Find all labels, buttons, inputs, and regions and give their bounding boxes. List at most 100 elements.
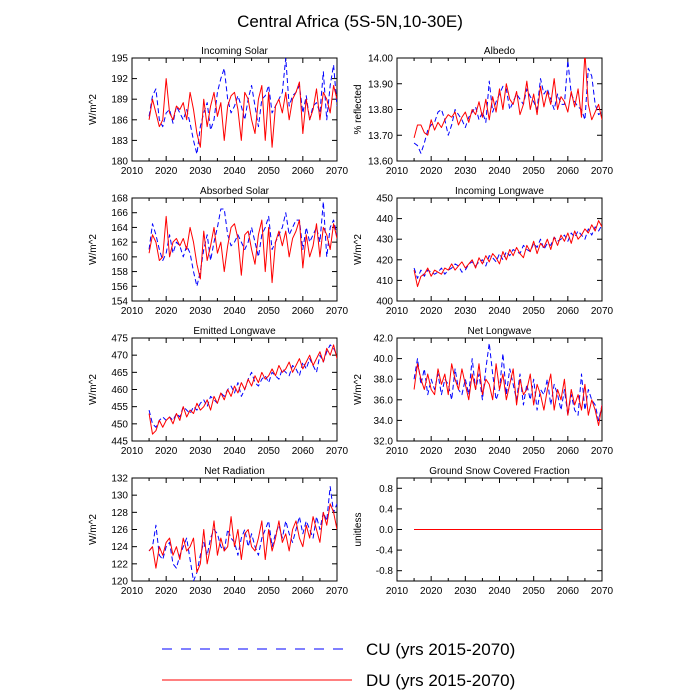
x-tick-label: 2030 [189,306,212,317]
y-tick-label: 475 [111,334,128,345]
legend-label-du: DU (yrs 2015-2070) [366,671,515,690]
x-tick-label: 2060 [292,306,315,317]
y-tick-label: 186 [111,115,128,126]
y-tick-label: 160 [111,252,128,263]
y-tick-label: 450 [111,419,128,430]
x-tick-label: 2030 [454,306,477,317]
y-tick-label: 168 [111,194,128,205]
x-tick-label: 2020 [155,586,178,597]
panel-ground-snow-covered-fraction: Ground Snow Covered Fraction unitless 2010… [353,466,614,597]
y-tick-label: 410 [376,276,393,287]
y-tick-label: 0.0 [379,525,393,536]
x-tick-label: 2040 [223,306,246,317]
panel-absorbed-solar: Absorbed Solar W/m^2 2010 2020 2030 2040 2050 2… [88,186,349,317]
y-tick-label: 120 [111,577,128,588]
panel-net-radiation: Net Radiation W/m^2 2010 2020 2030 2040 2050 20… [88,466,349,597]
x-tick-label: 2030 [189,586,212,597]
series-line-du [148,344,337,435]
series-line-cu [148,201,337,287]
series-line-du [413,58,602,138]
x-tick-label: 2070 [591,166,614,177]
panel-albedo: Albedo % reflected 2010 2020 2030 2040 2050 206… [353,46,614,177]
panel-title: Net Radiation [204,466,265,477]
plot-frame [396,197,603,302]
x-tick-label: 2010 [386,166,409,177]
x-tick-label: 2050 [523,166,546,177]
x-tick-label: 2050 [258,446,281,457]
x-tick-label: 2050 [258,586,281,597]
y-tick-label: 126 [111,525,128,536]
y-tick-label: 420 [376,255,393,266]
y-tick-label: 455 [111,402,128,413]
y-tick-label: 162 [111,238,128,249]
y-tick-label: 156 [111,282,128,293]
x-tick-label: 2040 [488,166,511,177]
panel-net-longwave: Net Longwave W/m^2 2010 2020 2030 2040 2050 206… [353,326,614,457]
x-tick-label: 2030 [454,446,477,457]
y-tick-label: 164 [111,223,128,234]
y-axis-label: W/m^2 [88,514,99,545]
x-tick-label: 2010 [386,586,409,597]
series-line-cu [148,58,337,155]
x-tick-label: 2010 [386,306,409,317]
x-tick-label: 2070 [591,446,614,457]
plot-frame [131,477,338,582]
panel-title: Incoming Solar [201,46,268,57]
y-tick-label: 40.0 [374,354,394,365]
series-line-cu [413,60,602,154]
x-tick-label: 2050 [523,586,546,597]
y-tick-label: 440 [376,214,393,225]
y-tick-label: 124 [111,542,128,553]
y-axis-label: W/m^2 [88,234,99,265]
y-tick-label: 36.0 [374,395,394,406]
y-tick-label: 34.0 [374,416,394,427]
x-tick-label: 2050 [258,166,281,177]
x-tick-label: 2060 [292,586,315,597]
x-tick-label: 2060 [557,166,580,177]
figure-title: Central Africa (5S-5N,10-30E) [237,12,463,31]
x-tick-label: 2060 [292,166,315,177]
y-tick-label: 154 [111,297,128,308]
y-tick-label: 430 [376,235,393,246]
x-tick-label: 2040 [223,166,246,177]
y-tick-label: 166 [111,208,128,219]
x-tick-label: 2040 [223,586,246,597]
series-line-du [148,215,337,284]
x-tick-label: 2020 [420,446,443,457]
y-tick-label: 450 [376,194,393,205]
y-tick-label: 0.8 [379,484,393,495]
y-tick-label: 460 [111,385,128,396]
x-tick-label: 2010 [121,586,144,597]
y-axis-label: W/m^2 [88,94,99,125]
legend-label-cu: CU (yrs 2015-2070) [366,640,515,659]
panel-incoming-longwave: Incoming Longwave W/m^2 2010 2020 2030 2040 20… [353,186,614,317]
x-tick-label: 2030 [454,586,477,597]
x-tick-label: 2020 [420,306,443,317]
y-tick-label: 0.4 [379,504,393,515]
y-tick-label: 192 [111,74,128,85]
y-tick-label: 122 [111,559,128,570]
y-tick-label: 32.0 [374,437,394,448]
x-tick-label: 2050 [258,306,281,317]
panel-title: Emitted Longwave [193,326,276,337]
series-line-cu [148,344,337,428]
y-tick-label: 465 [111,368,128,379]
plot-frame [131,57,338,162]
x-tick-label: 2060 [557,446,580,457]
y-tick-label: 13.60 [368,157,393,168]
panel-title: Net Longwave [468,326,532,337]
panel-incoming-solar: Incoming Solar W/m^2 2010 2020 2030 2040 2050 2… [88,46,349,177]
y-tick-label: 180 [111,157,128,168]
series-line-du [148,78,337,148]
x-tick-label: 2030 [189,446,212,457]
x-tick-label: 2020 [155,306,178,317]
x-tick-label: 2040 [488,446,511,457]
y-tick-label: 13.80 [368,105,393,116]
x-tick-label: 2010 [121,306,144,317]
x-tick-label: 2020 [155,446,178,457]
y-tick-label: 42.0 [374,334,394,345]
x-tick-label: 2070 [326,166,349,177]
legend: CU (yrs 2015-2070) DU (yrs 2015-2070) [162,640,515,690]
panel-title: Ground Snow Covered Fraction [429,466,570,477]
x-tick-label: 2070 [326,446,349,457]
